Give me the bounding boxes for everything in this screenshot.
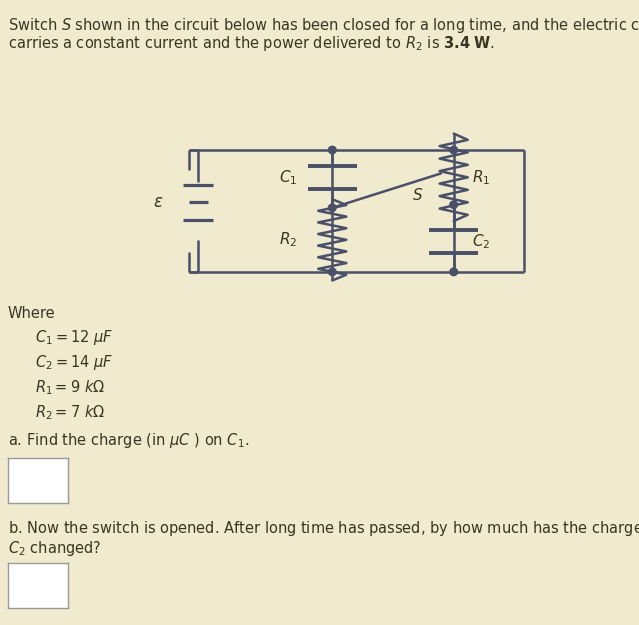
- Text: $\varepsilon$: $\varepsilon$: [153, 193, 163, 211]
- Circle shape: [450, 268, 458, 276]
- Circle shape: [328, 268, 336, 276]
- Text: $C_2$: $C_2$: [472, 232, 490, 251]
- Text: $R_2$: $R_2$: [279, 231, 297, 249]
- Text: $R_1 = 9\ k\Omega$: $R_1 = 9\ k\Omega$: [35, 378, 105, 397]
- Circle shape: [328, 146, 336, 154]
- Circle shape: [450, 146, 458, 154]
- Text: $C_1$: $C_1$: [279, 168, 297, 187]
- Text: a. Find the charge (in $\mu C$ ) on $C_1$.: a. Find the charge (in $\mu C$ ) on $C_1…: [8, 431, 249, 450]
- Text: $S$: $S$: [412, 188, 424, 203]
- Text: Where: Where: [8, 306, 56, 321]
- Text: $C_2 = 14\ \mu F$: $C_2 = 14\ \mu F$: [35, 353, 114, 372]
- Text: carries a constant current and the power delivered to $R_2$ is $\mathbf{3.4}$ $\: carries a constant current and the power…: [8, 34, 495, 53]
- Text: $R_2 = 7\ k\Omega$: $R_2 = 7\ k\Omega$: [35, 403, 105, 422]
- Circle shape: [450, 201, 458, 209]
- Text: $R_1$: $R_1$: [472, 168, 490, 187]
- Circle shape: [328, 204, 336, 211]
- Text: $C_2$ changed?: $C_2$ changed?: [8, 539, 101, 558]
- Text: $C_1 = 12\ \mu F$: $C_1 = 12\ \mu F$: [35, 328, 114, 347]
- Text: Switch $\mathit{S}$ shown in the circuit below has been closed for a long time, : Switch $\mathit{S}$ shown in the circuit…: [8, 16, 639, 34]
- Text: b. Now the switch is opened. After long time has passed, by how much has the cha: b. Now the switch is opened. After long …: [8, 519, 639, 538]
